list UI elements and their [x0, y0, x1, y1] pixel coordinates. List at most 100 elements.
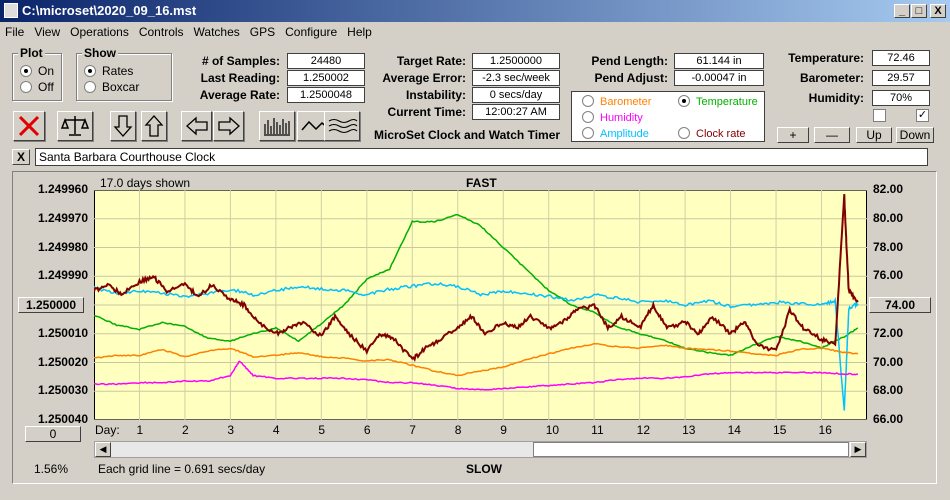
sensor-amplitude-label: Amplitude [600, 128, 649, 140]
y-right-tick-label: 80.00 [873, 210, 904, 225]
arrow-up-button[interactable] [141, 111, 167, 141]
x-axis-label: Day: [95, 423, 120, 437]
fast-label: FAST [466, 176, 497, 190]
app-caption: MicroSet Clock and Watch Timer [374, 128, 561, 142]
plot-off-label: Off [38, 80, 54, 94]
menu-configure[interactable]: Configure [285, 25, 338, 39]
x-tick-label: 12 [636, 423, 650, 437]
x-tick-label: 4 [272, 423, 280, 437]
menu-help[interactable]: Help [347, 25, 372, 39]
plot-off-option[interactable]: Off [20, 80, 54, 94]
sensor-temperature[interactable]: Temperature [678, 95, 758, 111]
scroll-thumb[interactable] [533, 442, 849, 457]
arrow-left-button[interactable] [181, 111, 212, 141]
sensor-humidity-radio[interactable] [582, 111, 594, 123]
show-boxcar-option[interactable]: Boxcar [84, 80, 139, 94]
scroll-left-arrow[interactable]: ◀ [95, 442, 111, 457]
sensor-barometer-radio[interactable] [582, 95, 594, 107]
grid-lines [94, 190, 867, 420]
clock-name-field[interactable]: Santa Barbara Courthouse Clock [35, 148, 928, 166]
menu-watches[interactable]: Watches [193, 25, 240, 39]
plot-area[interactable] [94, 190, 867, 420]
show-rates-label: Rates [102, 64, 134, 78]
x-tick-label: 13 [682, 423, 696, 437]
plus-button[interactable]: + [777, 127, 809, 143]
samples-label: # of Samples: [201, 54, 280, 68]
last-reading-label: Last Reading: [200, 71, 280, 85]
arrow-right-button[interactable] [213, 111, 244, 141]
plot-on-radio[interactable] [20, 65, 32, 77]
sensor-humidity[interactable]: Humidity [582, 111, 643, 127]
sensor-barometer[interactable]: Barometer [582, 95, 651, 111]
balance-scale-icon [60, 116, 90, 136]
percent-label: 1.56% [34, 462, 69, 476]
show-group-title: Show [82, 46, 118, 60]
sensor-clock-rate-label: Clock rate [696, 128, 746, 140]
balance-button[interactable] [57, 111, 93, 141]
y-right-tick-label: 78.00 [873, 239, 904, 254]
multi-line-view-button[interactable] [324, 111, 360, 141]
y-left-tick-label: 1.249970 [37, 210, 88, 225]
down-button[interactable]: Down [896, 127, 934, 143]
stop-button[interactable] [13, 111, 45, 141]
plot-on-option[interactable]: On [20, 64, 54, 78]
checkbox-1[interactable] [873, 109, 886, 122]
series-lines [94, 194, 859, 411]
sensor-clock-rate-radio[interactable] [678, 127, 690, 139]
rate-reference-button[interactable]: 1.250000 [18, 297, 84, 313]
sensor-amplitude-radio[interactable] [582, 127, 594, 139]
y-left-tick-label: 1.249960 [37, 182, 88, 196]
x-tick-label: 6 [363, 423, 371, 437]
barometer-value: 29.57 [872, 70, 930, 86]
temp-reference-button[interactable]: 74.00 [869, 297, 931, 313]
x-tick-label: 10 [545, 423, 560, 437]
show-boxcar-radio[interactable] [84, 81, 96, 93]
show-rates-option[interactable]: Rates [84, 64, 133, 78]
show-group [76, 53, 172, 101]
time-scrollbar[interactable]: ◀ ▶ [94, 441, 867, 458]
instability-value: 0 secs/day [472, 87, 560, 103]
menu-view[interactable]: View [34, 25, 61, 39]
minimize-button[interactable]: _ [894, 4, 910, 18]
chart-panel [12, 171, 937, 484]
y-right-tick-label: 68.00 [873, 383, 904, 398]
y-right-tick-label: 76.00 [873, 268, 904, 283]
average-error-label: Average Error: [382, 71, 466, 85]
arrow-down-button[interactable] [110, 111, 136, 141]
y-right-tick-label: 72.00 [873, 325, 904, 340]
bars-view-button[interactable] [259, 111, 295, 141]
menu-operations[interactable]: Operations [70, 25, 129, 39]
x-tick-label: 5 [318, 423, 326, 437]
slow-label: SLOW [466, 462, 502, 476]
x-tick-label: 8 [454, 423, 462, 437]
clear-clock-button[interactable]: X [12, 149, 30, 165]
target-rate-label: Target Rate: [396, 54, 466, 68]
checkbox-2[interactable]: ✓ [916, 109, 929, 122]
y-right-tick-label: 66.00 [873, 412, 904, 426]
bar-chart-icon [264, 118, 290, 136]
up-button[interactable]: Up [856, 127, 892, 143]
x-tick-label: 15 [773, 423, 787, 437]
sensor-temperature-radio[interactable] [678, 95, 690, 107]
show-rates-radio[interactable] [84, 65, 96, 77]
temperature-label: Temperature: [788, 51, 864, 65]
plot-off-radio[interactable] [20, 81, 32, 93]
close-window-button[interactable]: X [930, 4, 946, 18]
x-tick-label: 9 [500, 423, 507, 437]
menu-controls[interactable]: Controls [138, 25, 184, 39]
minus-button[interactable]: — [814, 127, 850, 143]
scroll-right-arrow[interactable]: ▶ [850, 442, 866, 457]
title-bar: C:\microset\2020_09_16.mst _ □ X [0, 0, 950, 22]
x-tick-label: 2 [181, 423, 189, 437]
y-right-tick-label: 82.00 [873, 182, 904, 196]
sensor-amplitude[interactable]: Amplitude [582, 127, 649, 143]
menu-gps[interactable]: GPS [249, 25, 276, 39]
sensor-clock-rate[interactable]: Clock rate [678, 127, 746, 143]
sensor-temperature-label: Temperature [696, 96, 758, 108]
zero-button[interactable]: 0 [25, 426, 81, 442]
humidity-label: Humidity: [808, 91, 864, 105]
red-x-icon [18, 115, 40, 137]
menu-file[interactable]: File [5, 25, 25, 39]
maximize-button[interactable]: □ [911, 4, 927, 18]
window-title: C:\microset\2020_09_16.mst [22, 3, 197, 18]
